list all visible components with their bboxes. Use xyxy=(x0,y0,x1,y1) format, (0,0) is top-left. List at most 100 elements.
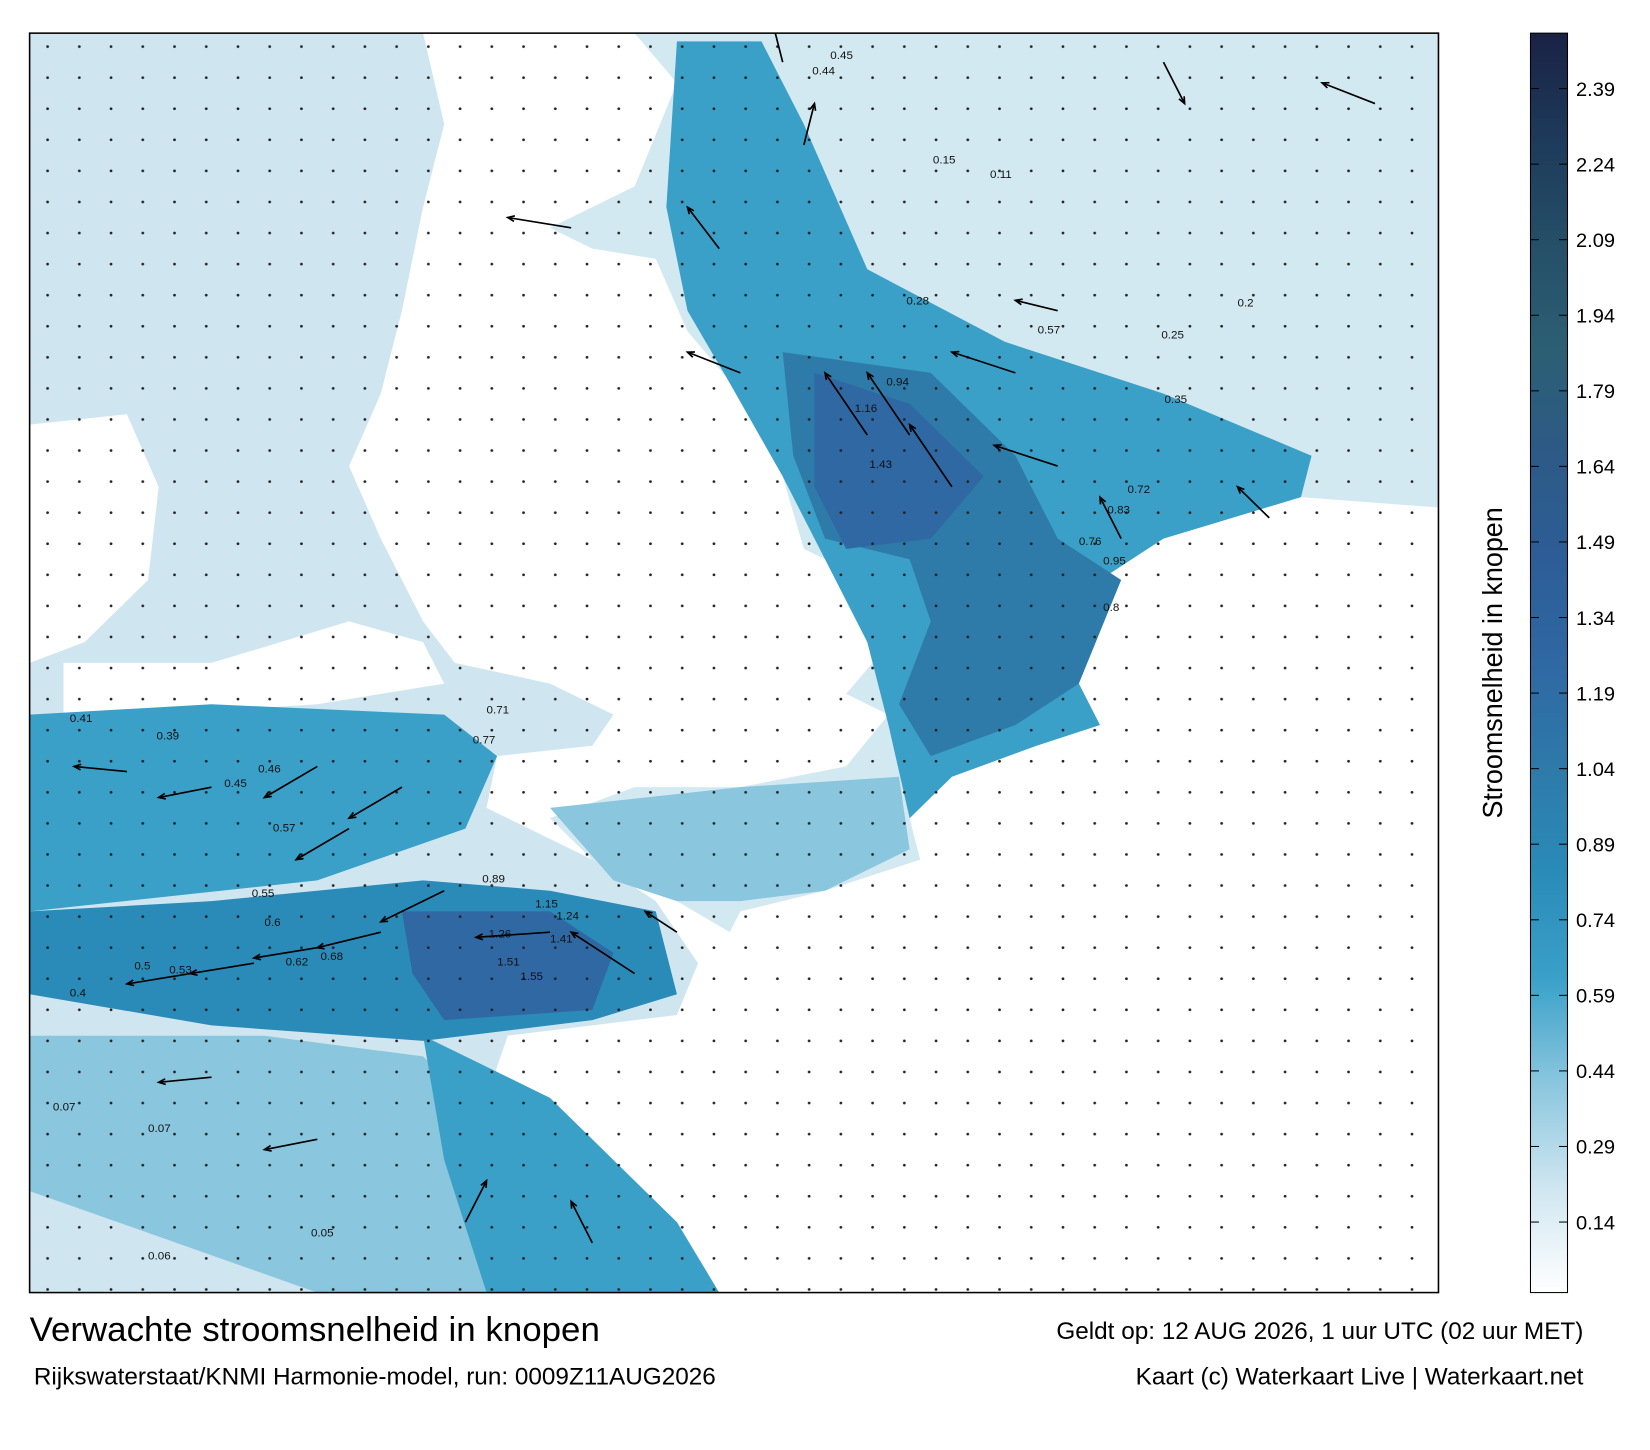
current-arrow-head xyxy=(908,422,917,432)
current-arrow xyxy=(570,931,636,975)
map-frame xyxy=(28,32,1440,1294)
current-arrow-head xyxy=(771,21,777,28)
colorbar-tick-label: 1.19 xyxy=(1576,684,1615,706)
current-arrow-head xyxy=(124,979,135,987)
current-arrow xyxy=(1236,486,1270,519)
current-arrow-head xyxy=(1320,81,1330,89)
current-label: 1.26 xyxy=(489,928,512,940)
colorbar-tick-label: 0.89 xyxy=(1576,835,1615,857)
current-arrow xyxy=(317,931,381,949)
current-arrow-head xyxy=(569,930,579,939)
title: Verwachte stroomsnelheid in knopen xyxy=(30,1312,600,1350)
colorbar-tick-label: 1.64 xyxy=(1576,457,1615,479)
current-label: 0.15 xyxy=(933,155,956,167)
current-arrow-head xyxy=(378,915,389,923)
current-label: 0.83 xyxy=(1107,505,1130,517)
current-arrow-head xyxy=(71,763,82,771)
current-arrow-head xyxy=(262,1144,272,1152)
current-arrow-head xyxy=(1013,298,1023,306)
colorbar-tick-label: 2.09 xyxy=(1576,230,1615,252)
current-label: 0.95 xyxy=(1103,556,1126,568)
current-arrow xyxy=(1321,82,1376,105)
current-arrow-head xyxy=(643,910,653,918)
colorbar-tick-label: 0.74 xyxy=(1576,910,1615,932)
colorbar-tick-label: 0.44 xyxy=(1576,1061,1615,1083)
current-label: 0.28 xyxy=(906,296,929,308)
current-arrow-head xyxy=(866,371,874,381)
current-arrow-head xyxy=(809,101,817,111)
current-arrow-head xyxy=(473,933,484,941)
current-label: 0.05 xyxy=(311,1228,334,1240)
current-label: 0.25 xyxy=(1161,330,1184,342)
current-arrow-head xyxy=(480,1178,488,1189)
current-label: 0.71 xyxy=(487,705,510,717)
current-label: 0.35 xyxy=(1165,394,1188,406)
current-label: 0.11 xyxy=(990,169,1012,181)
current-label: 0.53 xyxy=(169,965,192,977)
credit: Kaart (c) Waterkaart Live | Waterkaart.n… xyxy=(1136,1364,1584,1391)
current-label: 0.45 xyxy=(224,778,247,790)
map: 1.43 1.16 0.94 1.26 1.55 1.51 1.41 1.24 … xyxy=(29,21,1439,1293)
current-arrow-head xyxy=(1235,485,1245,494)
current-labels: 1.43 1.16 0.94 1.26 1.55 1.51 1.41 1.24 … xyxy=(53,50,1254,1262)
current-arrow-head xyxy=(156,792,167,800)
colorbar-tick-label: 1.79 xyxy=(1576,381,1615,403)
current-arrow xyxy=(158,1076,212,1084)
current-arrow xyxy=(774,33,784,63)
current-label: 0.76 xyxy=(1079,536,1102,548)
current-label: 1.24 xyxy=(556,911,579,923)
current-label: 0.5 xyxy=(134,961,150,973)
valid-time: Geldt op: 12 AUG 2026, 1 uur UTC (02 uur… xyxy=(1056,1318,1583,1345)
current-label: 0.6 xyxy=(264,917,280,929)
current-label: 0.07 xyxy=(53,1101,76,1113)
current-arrow xyxy=(380,889,445,923)
colorbar-tick-label: 0.14 xyxy=(1576,1212,1615,1234)
current-arrow xyxy=(253,946,318,959)
grid-dots xyxy=(29,33,1439,1293)
current-arrow xyxy=(1162,61,1186,104)
current-arrow-head xyxy=(685,351,695,358)
current-arrow xyxy=(951,351,1016,374)
current-label: 0.57 xyxy=(1038,325,1061,337)
current-arrow xyxy=(348,786,403,819)
current-label: 0.41 xyxy=(70,713,93,725)
current-label: 1.51 xyxy=(497,956,520,968)
current-label: 0.55 xyxy=(252,888,275,900)
current-arrow xyxy=(190,962,254,975)
current-label: 0.68 xyxy=(320,951,343,963)
current-arrow-head xyxy=(1178,96,1186,106)
current-label: 0.94 xyxy=(886,376,909,388)
colorbar-scale xyxy=(1529,32,1569,1294)
current-arrow xyxy=(264,1138,318,1151)
current-label: 0.44 xyxy=(812,66,835,78)
current-label: 0.46 xyxy=(258,764,281,776)
current-arrow-head xyxy=(294,853,304,861)
current-label: 1.43 xyxy=(869,459,892,471)
current-arrow-head xyxy=(823,371,832,381)
current-arrow-head xyxy=(251,953,262,961)
current-arrow xyxy=(158,786,212,799)
current-arrow xyxy=(475,931,551,939)
current-arrow xyxy=(1015,299,1058,312)
current-arrow-head xyxy=(1099,495,1107,505)
current-arrow xyxy=(993,444,1058,467)
arrows xyxy=(71,21,1376,1244)
current-arrow-head xyxy=(686,205,695,215)
current-arrow-head xyxy=(570,1199,578,1209)
current-label: 0.39 xyxy=(157,731,180,743)
current-arrow xyxy=(570,1201,594,1244)
current-label: 0.06 xyxy=(148,1251,171,1263)
current-label: 1.55 xyxy=(520,971,543,983)
current-label: 1.15 xyxy=(535,898,558,910)
current-label: 0.07 xyxy=(148,1123,171,1135)
subtitle: Rijkswaterstaat/KNMI Harmonie-model, run… xyxy=(34,1364,716,1391)
current-arrow xyxy=(126,972,191,985)
colorbar-tick-label: 0.59 xyxy=(1576,986,1615,1008)
current-arrow-head xyxy=(992,443,1002,451)
current-arrow xyxy=(295,827,350,861)
current-arrow xyxy=(866,372,911,436)
colorbar-tick-label: 1.49 xyxy=(1576,532,1615,554)
current-arrow-head xyxy=(347,811,357,820)
current-arrow-head xyxy=(949,350,960,358)
